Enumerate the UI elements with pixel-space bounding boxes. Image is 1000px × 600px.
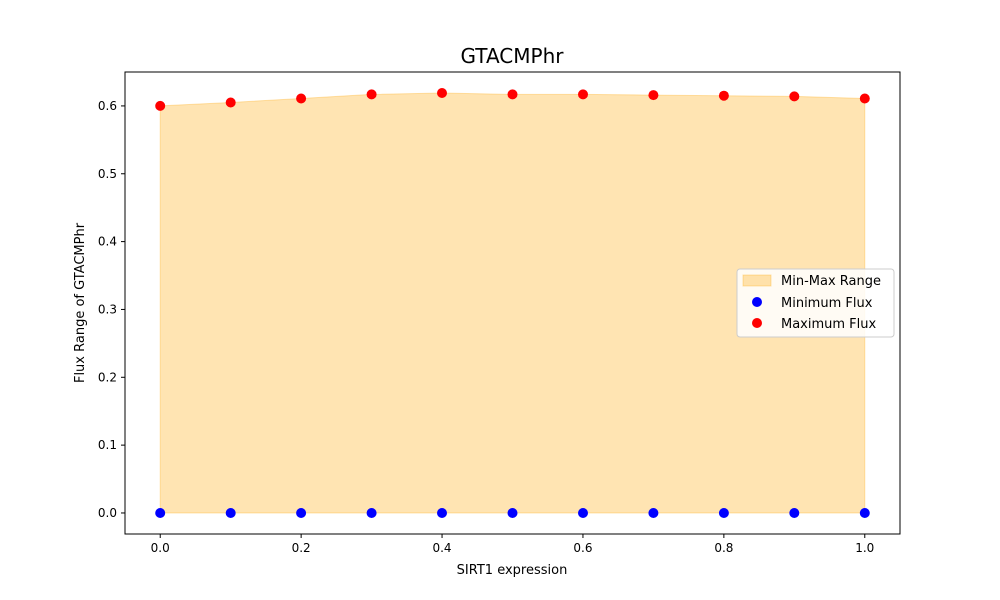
legend-marker-min: [752, 297, 762, 307]
y-tick-label-0: 0.0: [98, 506, 117, 520]
chart-title: GTACMPhr: [461, 44, 565, 68]
min-flux-point-4: [437, 508, 447, 518]
x-axis-label: SIRT1 expression: [457, 563, 568, 578]
legend-marker-max: [752, 318, 762, 328]
legend-label-range: Min-Max Range: [781, 274, 881, 289]
x-tick-label-0: 0.0: [151, 541, 170, 555]
min-flux-point-2: [296, 508, 307, 518]
max-flux-point-6: [578, 89, 588, 100]
x-tick-label-4: 0.8: [714, 541, 733, 555]
legend-swatch-range: [742, 274, 772, 287]
y-tick-label-1: 0.1: [98, 438, 117, 452]
min-flux-point-1: [225, 508, 236, 518]
legend: Min-Max Range Minimum Flux Maximum Flux: [736, 268, 895, 338]
max-flux-point-10: [859, 93, 870, 104]
legend-label-max: Maximum Flux: [781, 317, 877, 332]
y-tick-label-2: 0.2: [98, 370, 117, 384]
x-tick-label-2: 0.4: [432, 541, 451, 555]
max-flux-point-9: [789, 91, 800, 102]
min-flux-point-9: [789, 508, 800, 518]
min-flux-point-0: [155, 508, 166, 518]
max-flux-point-0: [155, 100, 166, 111]
min-flux-point-10: [859, 508, 870, 518]
y-tick-label-4: 0.4: [98, 235, 117, 249]
max-flux-point-4: [437, 88, 447, 98]
min-flux-point-7: [648, 508, 659, 518]
x-tick-label-1: 0.2: [292, 541, 311, 555]
x-tick-label-3: 0.6: [573, 541, 592, 555]
x-tick-label-5: 1.0: [855, 541, 874, 555]
min-flux-point-6: [578, 508, 588, 518]
max-flux-point-2: [296, 93, 307, 104]
min-flux-point-3: [366, 508, 377, 518]
y-tick-label-6: 0.6: [98, 99, 117, 113]
min-flux-point-8: [718, 508, 729, 518]
min-flux-point-5: [507, 508, 518, 518]
max-flux-point-8: [718, 90, 729, 101]
y-tick-label-5: 0.5: [98, 167, 117, 181]
max-flux-point-7: [648, 90, 659, 101]
plot-frame: [124, 71, 901, 535]
legend-label-min: Minimum Flux: [781, 296, 873, 311]
max-flux-point-5: [507, 89, 518, 100]
legend-box: [736, 268, 895, 338]
max-flux-point-1: [225, 97, 236, 108]
y-tick-label-3: 0.3: [98, 302, 117, 316]
max-flux-point-3: [366, 89, 377, 100]
y-axis-label: Flux Range of GTACMPhr: [73, 222, 88, 383]
